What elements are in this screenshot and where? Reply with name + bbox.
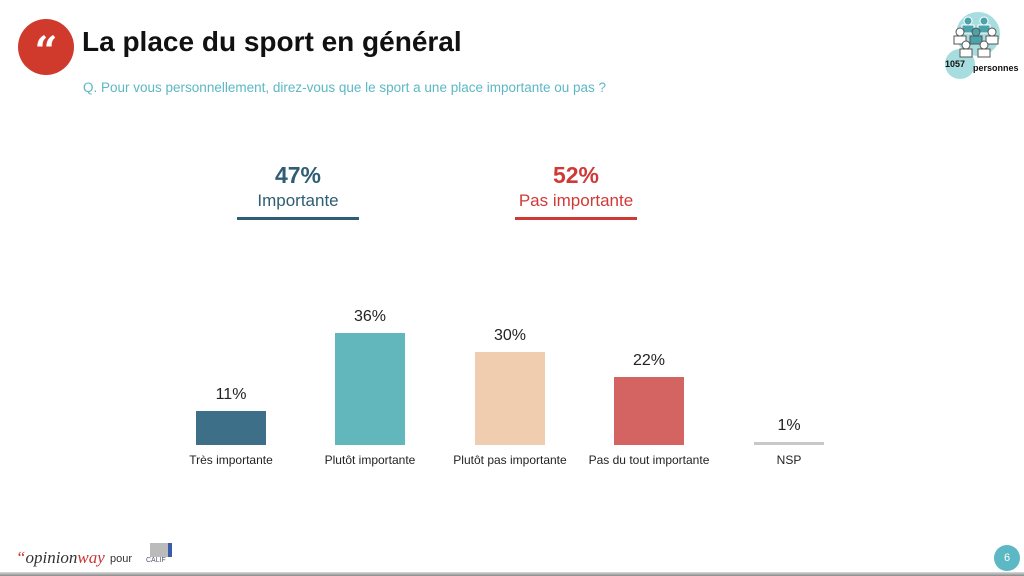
calif-logo: CALIF bbox=[146, 543, 172, 564]
category-label: Très importante bbox=[189, 453, 273, 467]
question-text: Q. Pour vous personnellement, direz-vous… bbox=[83, 80, 607, 95]
bar bbox=[475, 351, 545, 445]
footer-divider bbox=[0, 572, 1024, 576]
bar bbox=[754, 441, 824, 445]
summary-pct: 52% bbox=[552, 162, 600, 188]
opinionway-logo: “opinionway bbox=[16, 548, 105, 567]
category-label: Pas du tout importante bbox=[588, 453, 710, 467]
page-number: 6 bbox=[994, 545, 1020, 571]
bar bbox=[196, 410, 266, 445]
people-icon bbox=[945, 12, 1000, 79]
category-label: Plutôt importante bbox=[324, 453, 416, 467]
summary-underline bbox=[515, 217, 637, 220]
summary-underline bbox=[237, 217, 359, 220]
brand-suffix: way bbox=[77, 548, 105, 567]
summary-pct: 47% bbox=[274, 162, 322, 188]
summary-not-important: 52% Pas importante bbox=[496, 162, 656, 220]
data-label: 30% bbox=[493, 326, 527, 344]
data-label: 36% bbox=[353, 308, 387, 325]
data-label: 11% bbox=[215, 385, 247, 403]
summary-label: Pas importante bbox=[518, 191, 634, 210]
bar bbox=[614, 376, 684, 445]
brand-prefix: opinion bbox=[25, 548, 78, 567]
category-label: Plutôt pas importante bbox=[453, 453, 567, 467]
summary-important: 47% Importante bbox=[218, 162, 378, 220]
calif-label: CALIF bbox=[146, 557, 166, 564]
summary-label: Importante bbox=[257, 191, 339, 210]
bar bbox=[335, 333, 405, 445]
page-title: La place du sport en général bbox=[82, 26, 462, 57]
category-label: NSP bbox=[776, 453, 802, 467]
data-label: 22% bbox=[632, 351, 666, 369]
sample-count: 1057 bbox=[945, 59, 966, 69]
data-label: 1% bbox=[777, 416, 801, 434]
quote-icon: “ bbox=[18, 19, 74, 75]
pour-text: pour bbox=[110, 553, 133, 565]
sample-label: personnes bbox=[973, 63, 1019, 73]
